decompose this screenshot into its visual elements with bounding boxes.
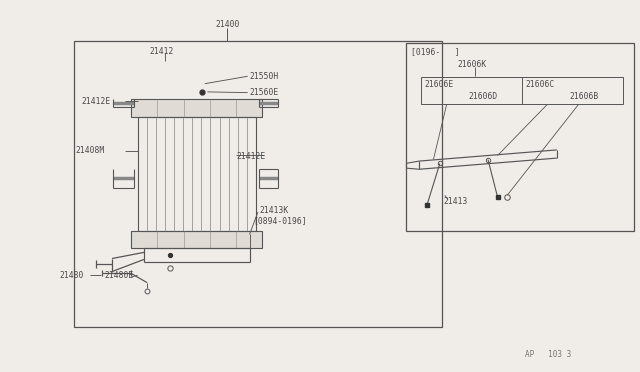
Text: [0894-0196]: [0894-0196] xyxy=(253,216,307,225)
Bar xyxy=(406,43,634,231)
Text: 21480E: 21480E xyxy=(104,271,134,280)
Text: AP   103 3: AP 103 3 xyxy=(525,350,571,359)
Bar xyxy=(138,117,256,231)
Text: 21413K: 21413K xyxy=(259,206,289,215)
Text: 21550H: 21550H xyxy=(250,72,279,81)
Text: 21480: 21480 xyxy=(60,271,84,280)
Text: [0196-   ]: [0196- ] xyxy=(411,47,460,56)
Bar xyxy=(421,77,623,104)
Text: 21412E: 21412E xyxy=(237,152,266,161)
Bar xyxy=(131,231,262,248)
Text: 21606C: 21606C xyxy=(525,80,554,89)
Text: 21606K: 21606K xyxy=(458,60,487,69)
Text: 21412: 21412 xyxy=(149,47,173,56)
Text: 21400: 21400 xyxy=(215,20,239,29)
Text: 21560E: 21560E xyxy=(250,88,279,97)
Bar xyxy=(131,99,262,117)
Bar xyxy=(74,41,442,327)
Text: 21412E: 21412E xyxy=(82,97,111,106)
Text: 21606D: 21606D xyxy=(468,92,497,101)
Text: 21606B: 21606B xyxy=(569,92,598,101)
Text: 21413: 21413 xyxy=(444,198,468,206)
Text: 21408M: 21408M xyxy=(76,146,105,155)
Text: 21606E: 21606E xyxy=(424,80,454,89)
